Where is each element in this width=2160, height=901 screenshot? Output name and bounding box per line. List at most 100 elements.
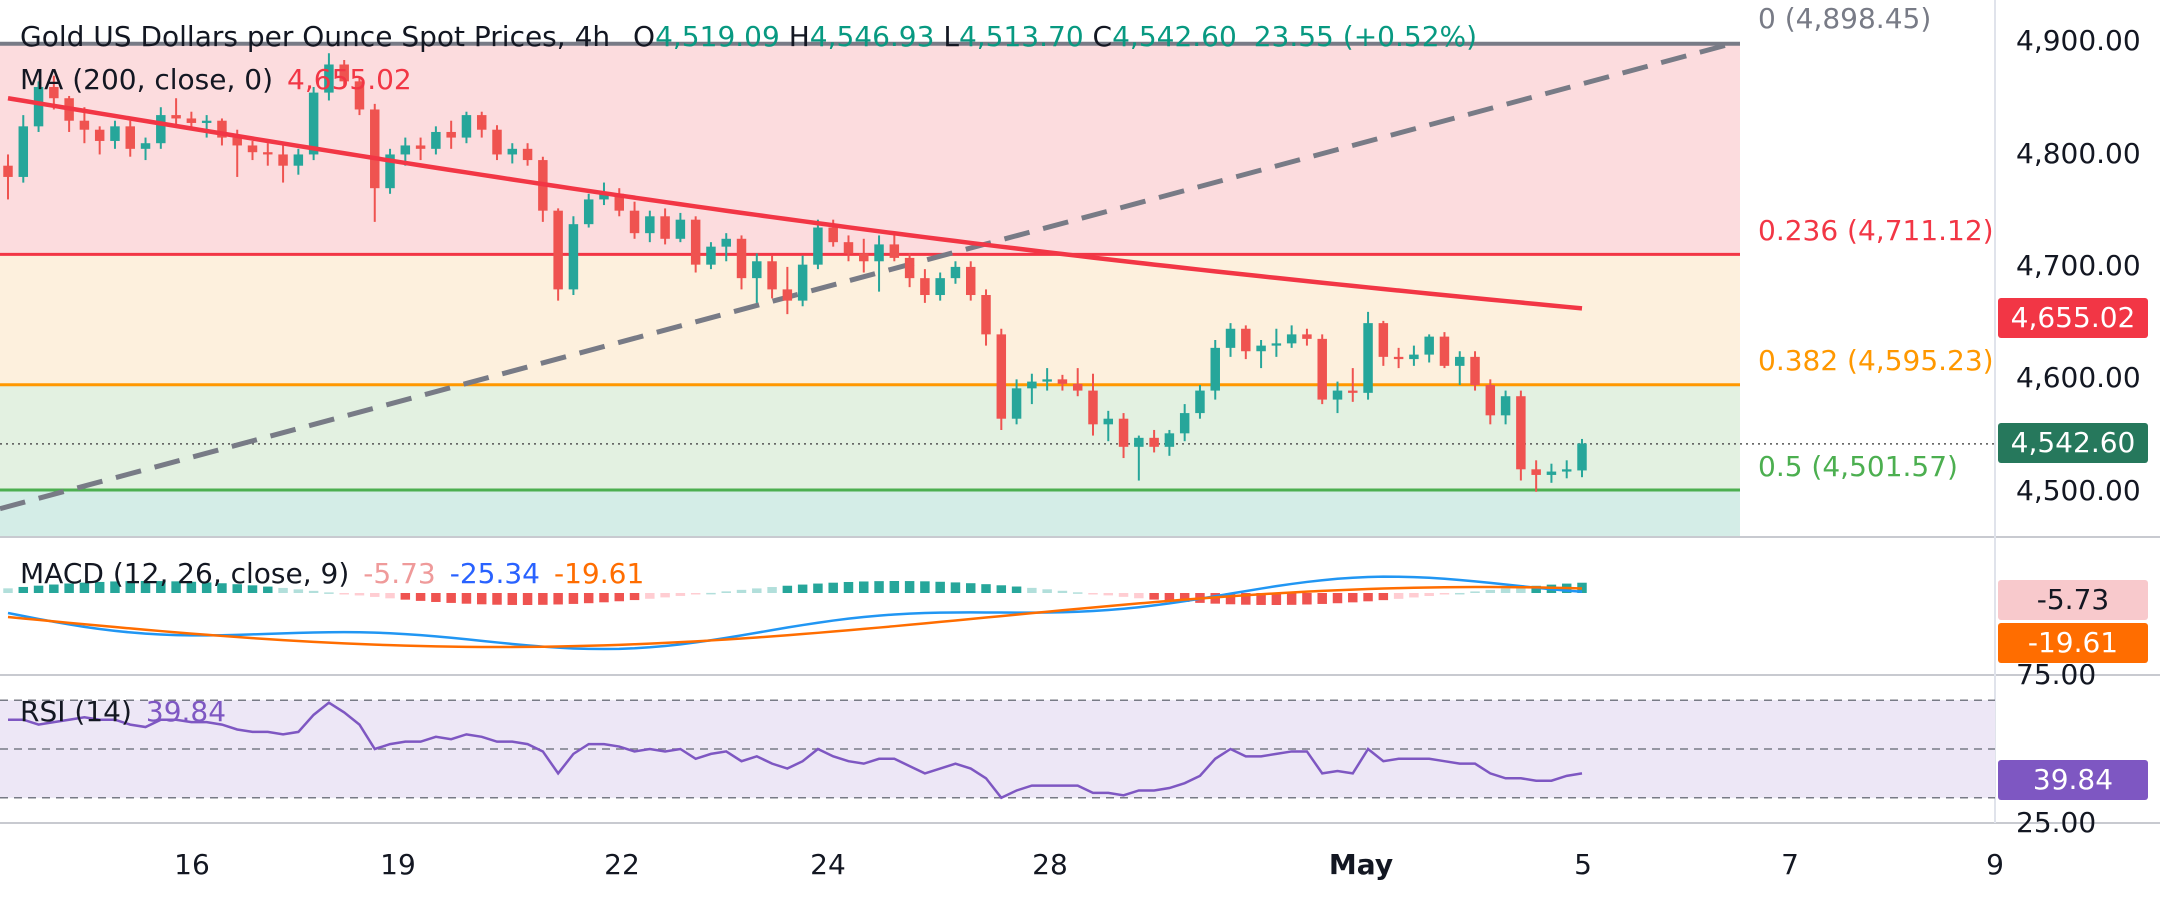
macd-histogram-bar <box>935 581 945 593</box>
macd-histogram-bar <box>843 581 854 593</box>
macd-histogram-bar <box>293 589 304 593</box>
candle-body <box>645 216 655 234</box>
macd-histogram-bar <box>889 581 900 593</box>
candle-body <box>1348 390 1358 393</box>
ohlc-legend: Gold US Dollars per Ounce Spot Prices, 4… <box>20 20 1477 53</box>
candle-body <box>1393 356 1404 360</box>
price-tick-4800: 4,800.00 <box>2016 137 2141 170</box>
candle-body <box>675 219 686 239</box>
rsi-tick-25: 25.00 <box>2016 806 2097 839</box>
candle-body <box>522 148 533 161</box>
candle-body <box>1363 323 1373 393</box>
candle-body <box>767 261 777 290</box>
macd-histogram-bar <box>3 588 13 593</box>
candle-body <box>1011 388 1022 419</box>
candle-body <box>201 120 212 123</box>
candle-body <box>400 145 411 155</box>
change-percent: (+0.52%) <box>1342 20 1478 53</box>
macd-histogram-bar <box>354 593 365 596</box>
macd-histogram-bar <box>1348 593 1358 603</box>
macd-histogram-bar <box>675 593 686 596</box>
fib-zone-0-0236 <box>0 43 1740 255</box>
macd-histogram-bar <box>1378 593 1389 601</box>
fib-label-0236: 0.236 (4,711.12) <box>1758 214 1994 247</box>
candle-body <box>171 115 181 119</box>
rsi-badge: 39.84 <box>1998 760 2148 800</box>
candle-body <box>1149 437 1159 447</box>
candle-body <box>461 115 472 138</box>
macd-histogram-bar <box>201 582 212 593</box>
candle-body <box>920 278 930 296</box>
fib-label-05: 0.5 (4,501.57) <box>1758 450 1958 483</box>
macd-signal-line <box>7 585 1583 649</box>
macd-signal-value: -19.61 <box>554 557 645 590</box>
high-label: H <box>788 20 810 53</box>
candle-body <box>1134 437 1144 447</box>
date-tick-16: 16 <box>174 848 210 881</box>
candle-body <box>614 193 624 211</box>
low-value: 4,513.70 <box>958 20 1084 53</box>
date-tick-19: 19 <box>380 848 416 881</box>
candle-body <box>553 210 563 290</box>
macd-histogram-bar <box>247 585 258 593</box>
macd-histogram-bar <box>400 593 411 600</box>
macd-hist-value: -5.73 <box>363 557 436 590</box>
macd-histogram-bar <box>767 587 777 593</box>
ma-legend[interactable]: MA (200, close, 0) 4,655.02 <box>20 63 412 96</box>
macd-histogram-bar <box>79 582 90 593</box>
macd-histogram-bar <box>828 582 838 593</box>
open-label: O <box>633 20 656 53</box>
candle-body <box>278 154 288 166</box>
candle-body <box>507 148 518 155</box>
candle-body <box>797 264 808 301</box>
macd-histogram-bar <box>171 581 181 593</box>
date-tick-9: 9 <box>1986 848 2004 881</box>
rsi-legend-value: 39.84 <box>145 695 227 728</box>
candle-body <box>308 92 319 155</box>
macd-histogram-bar <box>1103 593 1114 596</box>
candle-body <box>583 199 594 225</box>
rsi-legend[interactable]: RSI (14) 39.84 <box>20 695 226 728</box>
fib-zone-0382-05 <box>0 384 1740 491</box>
macd-histogram-bar <box>1424 593 1434 597</box>
macd-histogram-bar <box>461 593 472 604</box>
candle-body <box>1225 328 1236 348</box>
trendline-dashed <box>0 39 1739 512</box>
macd-histogram-bar <box>1439 593 1450 595</box>
candle-body <box>935 278 945 296</box>
candle-body <box>18 126 29 177</box>
candle-body <box>1470 356 1480 385</box>
candle-body <box>79 120 90 130</box>
candle-body <box>217 120 227 138</box>
macd-histogram-bar <box>64 583 74 593</box>
candle-body <box>568 224 579 290</box>
rsi-tick-75: 75.00 <box>2016 664 2097 686</box>
candle-body <box>660 216 670 239</box>
macd-histogram-bar <box>1516 587 1526 593</box>
date-tick-may: May <box>1328 848 1394 881</box>
candle-body <box>843 242 854 254</box>
macd-histogram-bar <box>721 591 731 593</box>
macd-histogram-bar <box>874 581 884 593</box>
candle-body <box>370 109 380 189</box>
candle-body <box>721 238 731 247</box>
candle-body <box>1485 384 1496 416</box>
candle-body <box>1531 469 1541 475</box>
last-price-badge: 4,542.60 <box>1998 423 2148 463</box>
macd-histogram-bar <box>614 593 624 602</box>
candle-body <box>1332 390 1343 400</box>
candle-body <box>94 129 105 141</box>
macd-histogram-bar <box>263 586 273 593</box>
candle-body <box>1409 354 1419 360</box>
candle-body <box>263 152 273 155</box>
candle-body <box>1118 418 1129 447</box>
ma-legend-value: 4,655.02 <box>287 63 412 96</box>
macd-signal-badge: -19.61 <box>1998 623 2148 663</box>
candle-body <box>140 143 151 149</box>
macd-legend[interactable]: MACD (12, 26, close, 9) -5.73 -25.34 -19.61 <box>20 557 644 590</box>
macd-histogram-bar <box>1179 593 1190 602</box>
macd-histogram-bar <box>446 593 456 603</box>
candle-body <box>1271 343 1282 346</box>
candle-body <box>1088 390 1098 425</box>
